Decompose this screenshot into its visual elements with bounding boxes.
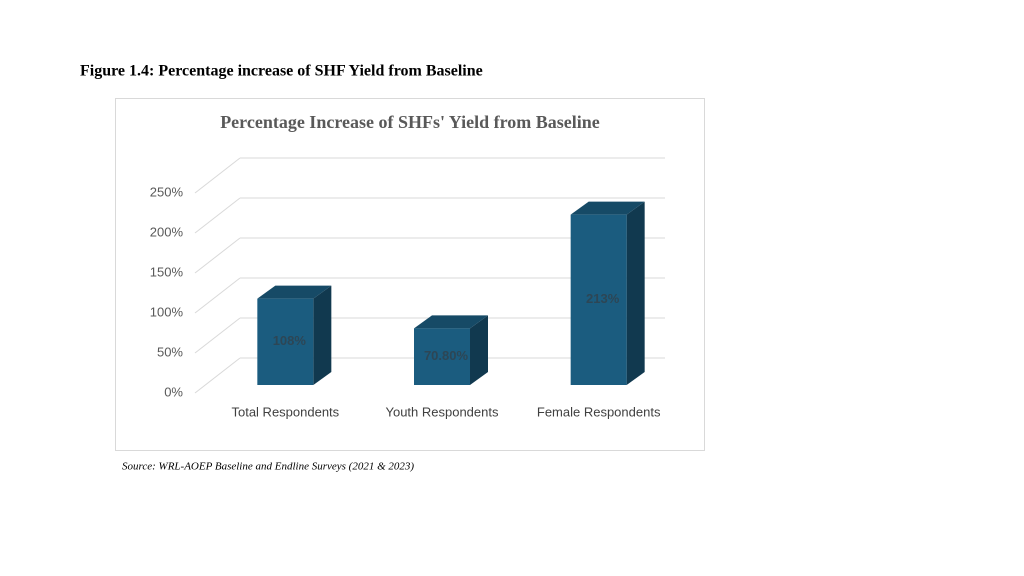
chart-title: Percentage Increase of SHFs' Yield from … xyxy=(220,112,600,132)
y-tick-label: 200% xyxy=(150,224,184,239)
data-label: 70.80% xyxy=(424,348,469,363)
bar-top xyxy=(257,285,332,299)
bar-front xyxy=(570,214,627,385)
data-label: 213% xyxy=(586,291,620,306)
bar-front xyxy=(414,328,470,385)
grid-line xyxy=(194,157,241,194)
x-tick-label: Total Respondents xyxy=(231,404,339,419)
grid-line xyxy=(194,237,241,274)
grid-line xyxy=(194,197,241,234)
bar xyxy=(257,285,332,385)
bar-top xyxy=(570,201,645,215)
bar-top xyxy=(414,315,488,329)
source-note: Source: WRL-AOEP Baseline and Endline Su… xyxy=(122,461,414,473)
y-tick-label: 250% xyxy=(150,184,184,199)
grid-line xyxy=(194,357,241,394)
bar-side xyxy=(626,201,645,385)
y-tick-label: 100% xyxy=(150,304,184,319)
grid-line xyxy=(194,277,241,314)
data-label: 108% xyxy=(273,333,307,348)
bar xyxy=(570,201,645,385)
figure-caption: Figure 1.4: Percentage increase of SHF Y… xyxy=(80,63,483,80)
y-tick-label: 50% xyxy=(157,344,183,359)
bar-side xyxy=(313,285,332,385)
y-tick-label: 0% xyxy=(164,384,183,399)
x-tick-label: Youth Respondents xyxy=(385,404,499,419)
bar-front xyxy=(257,298,314,385)
grid-line xyxy=(194,317,241,354)
bar xyxy=(414,315,488,385)
x-tick-label: Female Respondents xyxy=(537,404,661,419)
bar-side xyxy=(470,315,488,385)
y-tick-label: 150% xyxy=(150,264,184,279)
